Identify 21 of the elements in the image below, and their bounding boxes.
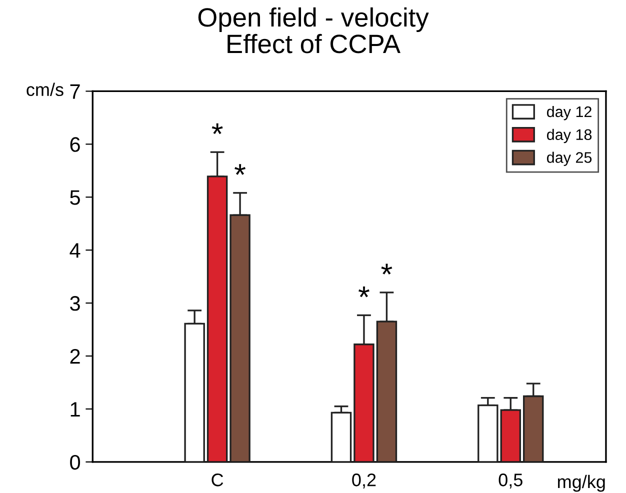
y-tick-label: 5 bbox=[70, 190, 80, 205]
x-tick-label: 0,2 bbox=[352, 474, 376, 488]
x-axis-title: mg/kg bbox=[558, 474, 605, 492]
legend-label: day 25 bbox=[546, 152, 592, 166]
annotation: * bbox=[358, 286, 370, 298]
annotation: * bbox=[212, 123, 223, 134]
y-tick-label: 0 bbox=[70, 454, 80, 470]
legend-label: day 12 bbox=[546, 106, 592, 120]
y-tick-label: 1 bbox=[70, 402, 80, 417]
x-tick-label: 0,5 bbox=[498, 474, 522, 488]
y-axis-title: cm/s bbox=[26, 82, 64, 96]
y-tick-label: 3 bbox=[70, 296, 80, 311]
y-tick-label: 7 bbox=[70, 84, 80, 99]
annotation: * bbox=[381, 264, 392, 274]
y-tick-label: 4 bbox=[70, 243, 80, 258]
chart-title: Open field - velocity Effect of CCPA bbox=[198, 7, 429, 54]
legend-label: day 18 bbox=[546, 128, 592, 144]
x-tick-label: C bbox=[212, 474, 224, 486]
annotation: * bbox=[234, 164, 246, 175]
y-tick-label: 6 bbox=[70, 137, 80, 152]
y-tick-label: 2 bbox=[70, 349, 80, 364]
